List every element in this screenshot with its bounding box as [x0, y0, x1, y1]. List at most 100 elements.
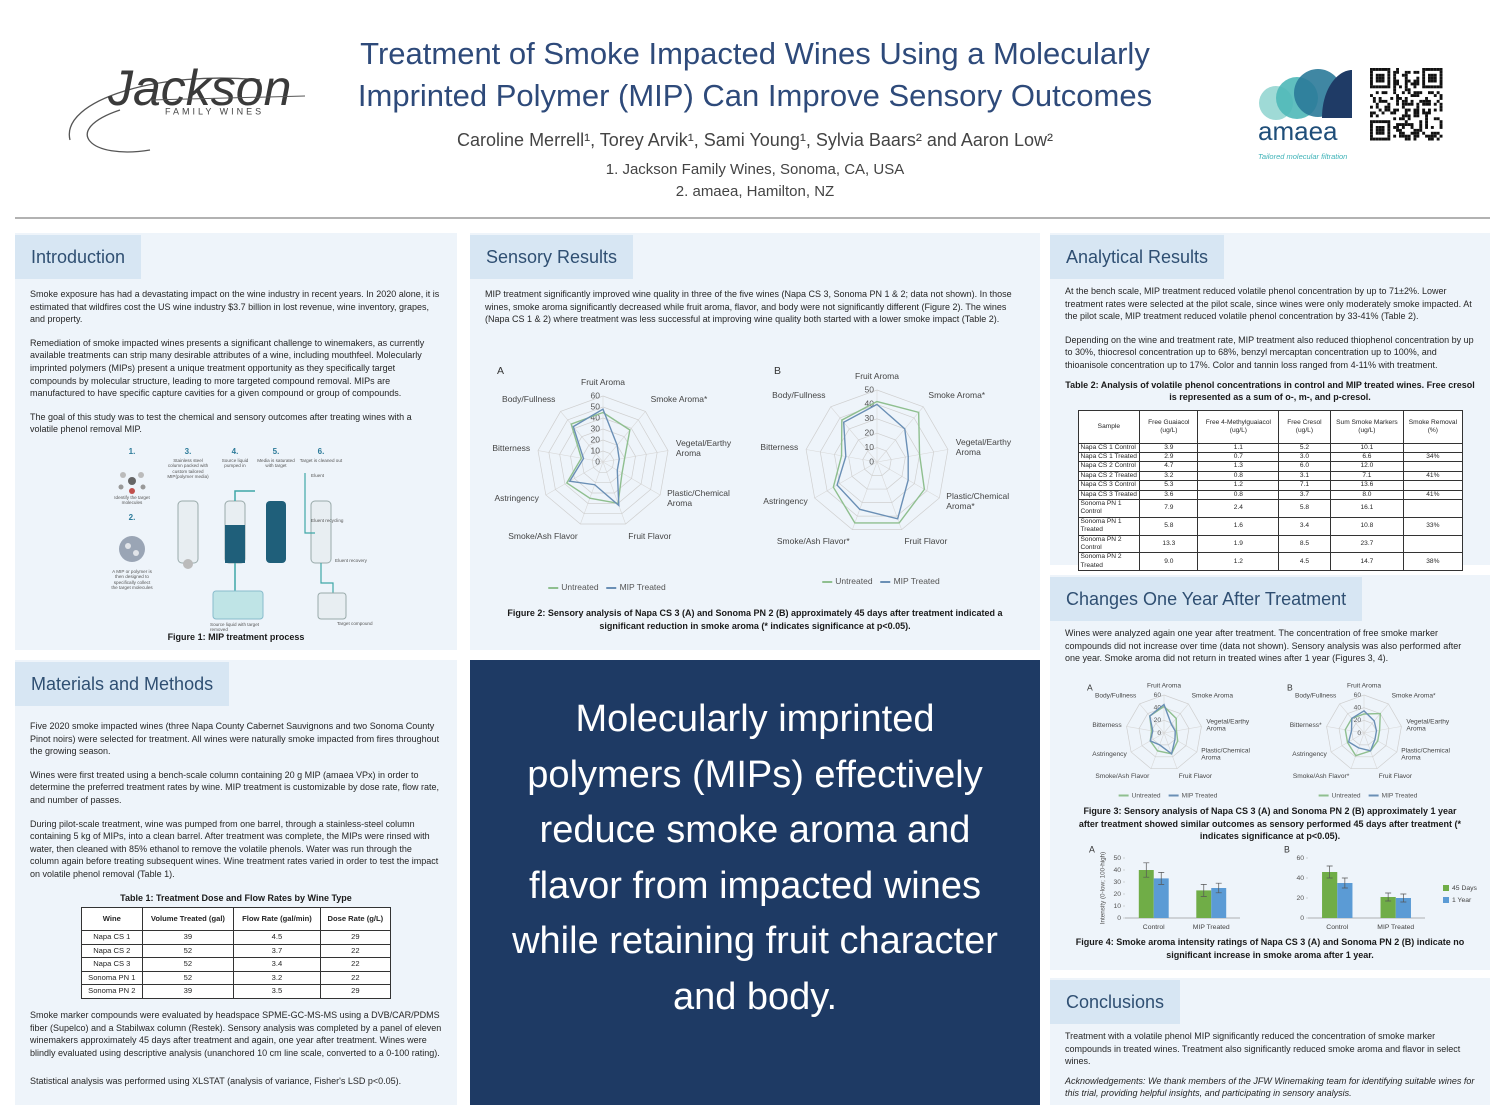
qr-module: [1399, 131, 1402, 135]
qr-module: [1428, 134, 1431, 138]
qr-module: [1416, 131, 1420, 135]
paragraph: Wines were analyzed again one year after…: [1065, 628, 1462, 664]
qr-module: [1381, 126, 1385, 129]
qr-module: [1375, 105, 1379, 109]
qr-module: [1387, 102, 1391, 106]
step-number: 4.: [231, 447, 239, 456]
qr-module: [1384, 105, 1388, 109]
qr-module: [1404, 99, 1408, 103]
logo-underline: [149, 95, 306, 101]
qr-module: [1416, 76, 1420, 80]
qr-module: [1381, 76, 1385, 80]
qr-module: [1425, 126, 1428, 129]
table-cell: 7.1: [1278, 480, 1331, 491]
paragraph: During pilot-scale treatment, wine was p…: [30, 818, 439, 879]
paragraph: Smoke exposure has had a devastating imp…: [30, 289, 440, 325]
radar-axis-label: Vegetal/Earthy Aroma: [1406, 717, 1450, 733]
qr-module: [1378, 76, 1382, 80]
qr-module: [1413, 128, 1417, 132]
qr-module: [1370, 134, 1373, 138]
qr-module: [1407, 123, 1411, 126]
legend: Untreated MIP Treated: [814, 576, 940, 586]
section-body: Wines were analyzed again one year after…: [1065, 627, 1475, 676]
table-cell: Napa CS 2: [81, 943, 143, 959]
table-cell: 10.1: [1329, 442, 1405, 453]
qr-module: [1370, 82, 1373, 86]
table-cell: Napa CS 3 Treated: [1077, 489, 1141, 501]
table-cell: Sonoma PN 2 Treated: [1077, 552, 1141, 572]
qr-module: [1384, 137, 1388, 141]
table-title: Table 1: Treatment Dose and Flow Rates b…: [120, 892, 352, 903]
radar-axis-label: Body/Fullness: [772, 389, 826, 400]
qr-module: [1439, 97, 1443, 100]
radar-axis-label: Fruit Aroma: [1146, 682, 1182, 690]
qr-module: [1439, 102, 1443, 106]
qr-module: [1401, 91, 1405, 95]
qr-module: [1399, 134, 1402, 138]
table-cell: 1.9: [1197, 534, 1280, 554]
process-diagram: [118, 472, 347, 620]
pipe: [234, 490, 255, 593]
radar-axis-label: Body/Fullness: [1294, 692, 1337, 700]
qr-module: [1401, 131, 1405, 135]
logo-shape: [1322, 70, 1352, 118]
amaea-tagline: Tailored molecular filtration: [1258, 152, 1347, 161]
section-body: Smoke exposure has had a devastating imp…: [30, 288, 442, 447]
introduction-panel: Introduction Smoke exposure has had a de…: [15, 233, 457, 650]
section-body: Five 2020 smoke impacted wines (three Na…: [30, 720, 442, 1099]
qr-module: [1422, 79, 1426, 83]
qr-module: [1430, 79, 1434, 83]
qr-code: [1370, 68, 1443, 141]
table-cell: 22: [319, 943, 392, 959]
legend-label: Untreated: [561, 582, 599, 592]
qr-module: [1393, 85, 1397, 89]
qr-module: [1419, 99, 1423, 103]
qr-module: [1422, 111, 1426, 115]
qr-module: [1416, 94, 1420, 97]
legend-swatch: [606, 586, 617, 589]
qr-module: [1381, 131, 1385, 135]
radar-axis-label: Fruit Aroma: [855, 371, 899, 382]
figure-caption: Figure 4: Smoke aroma intensity ratings …: [1075, 937, 1465, 960]
qr-module: [1381, 79, 1385, 83]
qr-module: [1410, 99, 1414, 103]
qr-module: [1381, 137, 1385, 141]
qr-module: [1425, 111, 1428, 115]
qr-module: [1425, 134, 1428, 138]
qr-module: [1387, 79, 1391, 83]
step-label: Media is saturated with target: [257, 458, 295, 469]
qr-module: [1425, 114, 1428, 118]
qr-module: [1439, 82, 1443, 86]
qr-module: [1404, 70, 1408, 74]
table-header: Free Cresol (ug/L): [1278, 409, 1331, 444]
table-cell: 13.6: [1329, 480, 1405, 491]
qr-module: [1439, 73, 1443, 77]
qr-module: [1387, 82, 1391, 86]
radar-axis-label: Plastic/Chemical Aroma: [667, 488, 730, 508]
changes-panel: Changes One Year After Treatment Wines w…: [1050, 575, 1490, 970]
table-cell: 23.7: [1329, 534, 1405, 554]
table-cell: 6.0: [1278, 461, 1331, 472]
header-graphics: Jackson FAMILY WINES Treatment of Smoke …: [15, 36, 1490, 219]
table-header-row: Wine Volume Treated (gal) Flow Rate (gal/m…: [81, 907, 392, 932]
qr-module: [1404, 102, 1408, 106]
qr-module: [1425, 117, 1428, 121]
table-cell: 39: [141, 984, 235, 999]
qr-module: [1416, 134, 1420, 138]
qr-module: [1413, 91, 1417, 95]
qr-module: [1404, 82, 1408, 86]
qr-module: [1433, 79, 1437, 83]
table-header-row: Sample Free Guaiacol (ug/L) Free 4-Methylg…: [1077, 409, 1463, 444]
qr-module: [1416, 108, 1420, 112]
step-number: 3.: [184, 447, 192, 456]
table-header: Free Guaiacol (ug/L): [1139, 409, 1199, 444]
qr-module: [1428, 108, 1431, 112]
qr-module: [1396, 99, 1399, 103]
table-cell: 1.1: [1197, 442, 1280, 453]
qr-module: [1372, 111, 1376, 115]
qr-module: [1413, 111, 1417, 115]
qr-module: [1381, 99, 1385, 103]
qr-module: [1433, 94, 1437, 97]
table-cell: 8.0: [1329, 489, 1405, 501]
qr-module: [1401, 134, 1405, 138]
